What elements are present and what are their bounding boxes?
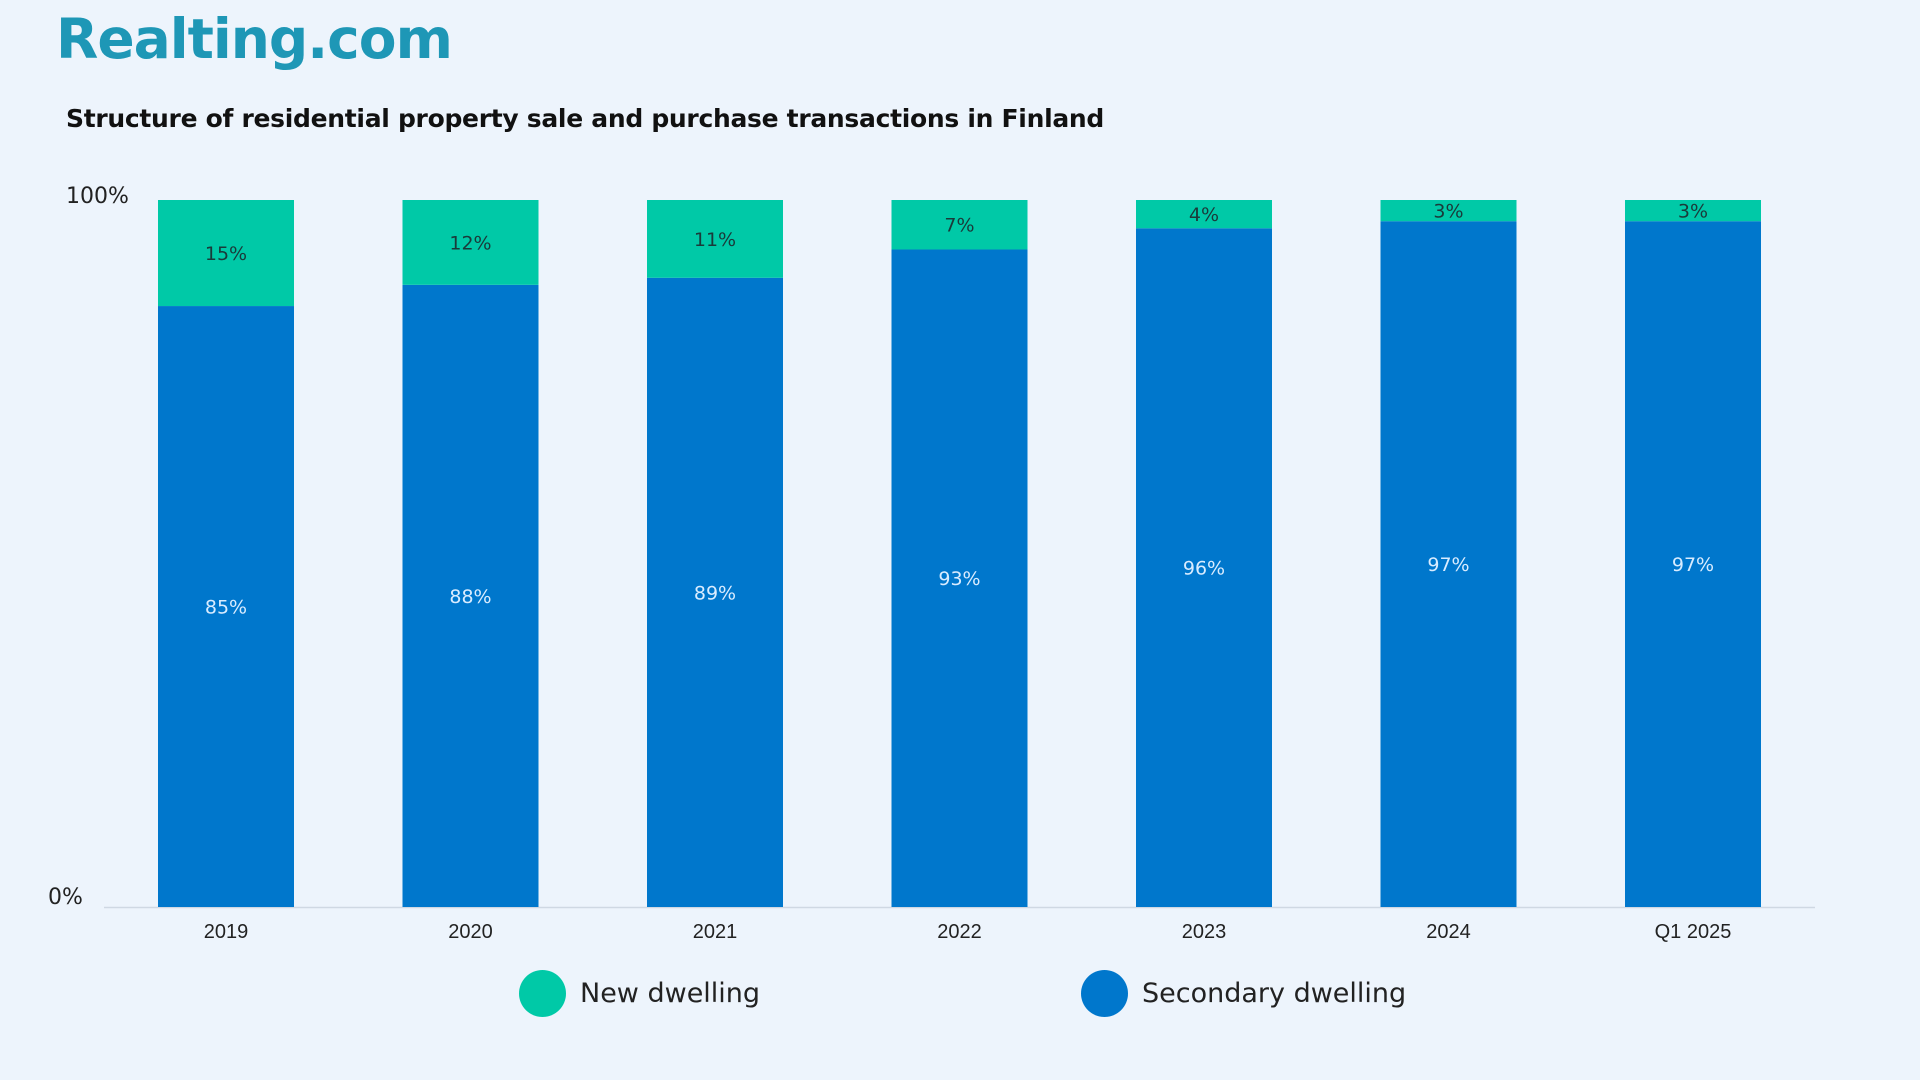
data-label-secondary-5: 97% (1427, 554, 1469, 576)
legend-item-new-dwelling: New dwelling (519, 970, 760, 1017)
legend-swatch-new-dwelling (519, 970, 566, 1017)
data-label-new-2: 11% (694, 229, 736, 251)
data-label-new-3: 7% (944, 215, 974, 237)
bar-new-5 (1380, 200, 1517, 222)
legend-label-secondary-dwelling: Secondary dwelling (1142, 978, 1407, 1009)
legend: New dwelling Secondary dwelling (0, 970, 1920, 1020)
x-tick-label-3: 2022 (937, 921, 982, 943)
data-label-secondary-3: 93% (938, 568, 980, 590)
x-tick-label-0: 2019 (204, 921, 249, 943)
bar-secondary-6 (1625, 221, 1761, 907)
legend-label-new-dwelling: New dwelling (580, 978, 761, 1009)
data-label-new-1: 12% (449, 232, 491, 254)
x-tick-label-6: Q1 2025 (1655, 921, 1732, 943)
bar-secondary-3 (891, 249, 1028, 908)
bar-secondary-1 (402, 284, 539, 908)
legend-swatch-secondary-dwelling (1081, 970, 1128, 1017)
data-label-secondary-4: 96% (1183, 558, 1225, 580)
data-label-secondary-6: 97% (1672, 554, 1714, 576)
bar-secondary-2 (647, 277, 783, 907)
x-tick-label-4: 2023 (1182, 921, 1227, 943)
data-label-new-0: 15% (205, 243, 247, 265)
data-label-new-6: 3% (1678, 201, 1708, 223)
data-label-secondary-2: 89% (694, 582, 736, 604)
bar-new-4 (1136, 200, 1272, 229)
bar-new-6 (1625, 200, 1761, 222)
x-tick-label-2: 2021 (693, 921, 738, 943)
bar-secondary-0 (158, 306, 294, 907)
bar-new-0 (158, 200, 294, 307)
x-tick-label-5: 2024 (1426, 921, 1471, 943)
data-label-secondary-1: 88% (449, 586, 491, 608)
bar-secondary-5 (1380, 221, 1517, 907)
bar-new-2 (647, 200, 783, 278)
legend-item-secondary-dwelling: Secondary dwelling (1081, 970, 1406, 1017)
data-label-secondary-0: 85% (205, 597, 247, 619)
x-tick-label-1: 2020 (448, 921, 493, 943)
chart-title: Structure of residential property sale a… (66, 104, 1105, 133)
data-label-new-4: 4% (1189, 204, 1219, 226)
y-tick-label-100: 100% (66, 184, 129, 209)
data-label-new-5: 3% (1433, 201, 1463, 223)
bar-secondary-4 (1136, 228, 1272, 907)
bar-new-3 (891, 200, 1028, 250)
y-tick-label-0: 0% (48, 885, 83, 910)
bar-new-1 (402, 200, 539, 285)
brand-logo: Realting.com (56, 7, 453, 71)
